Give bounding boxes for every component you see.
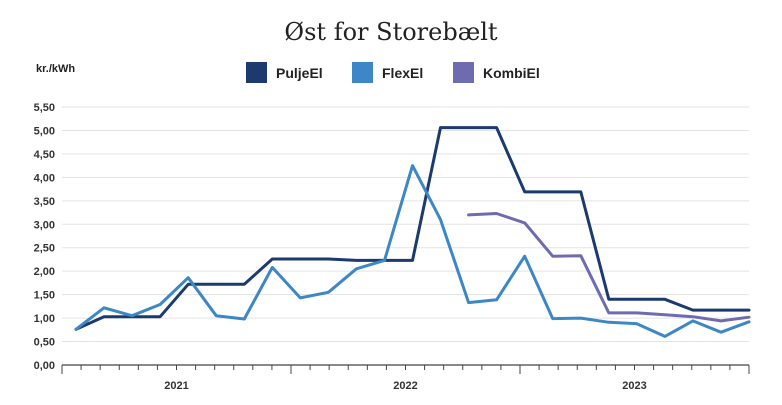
chart-title: Øst for Storebælt (284, 18, 498, 46)
series-line-kombiel (467, 212, 751, 323)
y-axis-ticks: 0,00 0,50 1,00 1,50 2,00 2,50 3,00 3,50 4,00 4,50… (34, 102, 55, 372)
x-year-label: 2023 (622, 380, 646, 392)
legend-label: PuljeEl (276, 65, 323, 81)
y-tick-label: 2,50 (34, 243, 55, 255)
y-axis-unit-label: kr./kWh (36, 63, 75, 75)
gridlines (62, 106, 749, 366)
y-tick-label: 2,00 (34, 266, 55, 278)
y-tick-label: 1,00 (34, 313, 55, 325)
legend-label: FlexEl (382, 65, 423, 81)
y-tick-label: 5,00 (34, 125, 55, 137)
legend: PuljeEl FlexEl KombiEl (246, 62, 540, 83)
legend-label: KombiEl (483, 65, 540, 81)
x-year-label: 2022 (393, 380, 417, 392)
y-tick-label: 0,00 (34, 360, 55, 372)
y-tick-label: 4,50 (34, 149, 55, 161)
y-tick-label: 1,50 (34, 290, 55, 302)
y-tick-label: 0,50 (34, 337, 55, 349)
x-axis: 2021 2022 2023 (61, 365, 750, 392)
legend-swatch (246, 62, 267, 83)
y-tick-label: 3,50 (34, 196, 55, 208)
y-tick-label: 5,50 (34, 102, 55, 114)
series-line-flexel (74, 164, 751, 338)
series-lines (74, 126, 751, 338)
y-tick-label: 4,00 (34, 172, 55, 184)
y-tick-label: 3,00 (34, 219, 55, 231)
legend-swatch (453, 62, 474, 83)
legend-swatch (352, 62, 373, 83)
x-year-label: 2021 (164, 380, 188, 392)
series-line-puljeel (74, 126, 751, 331)
